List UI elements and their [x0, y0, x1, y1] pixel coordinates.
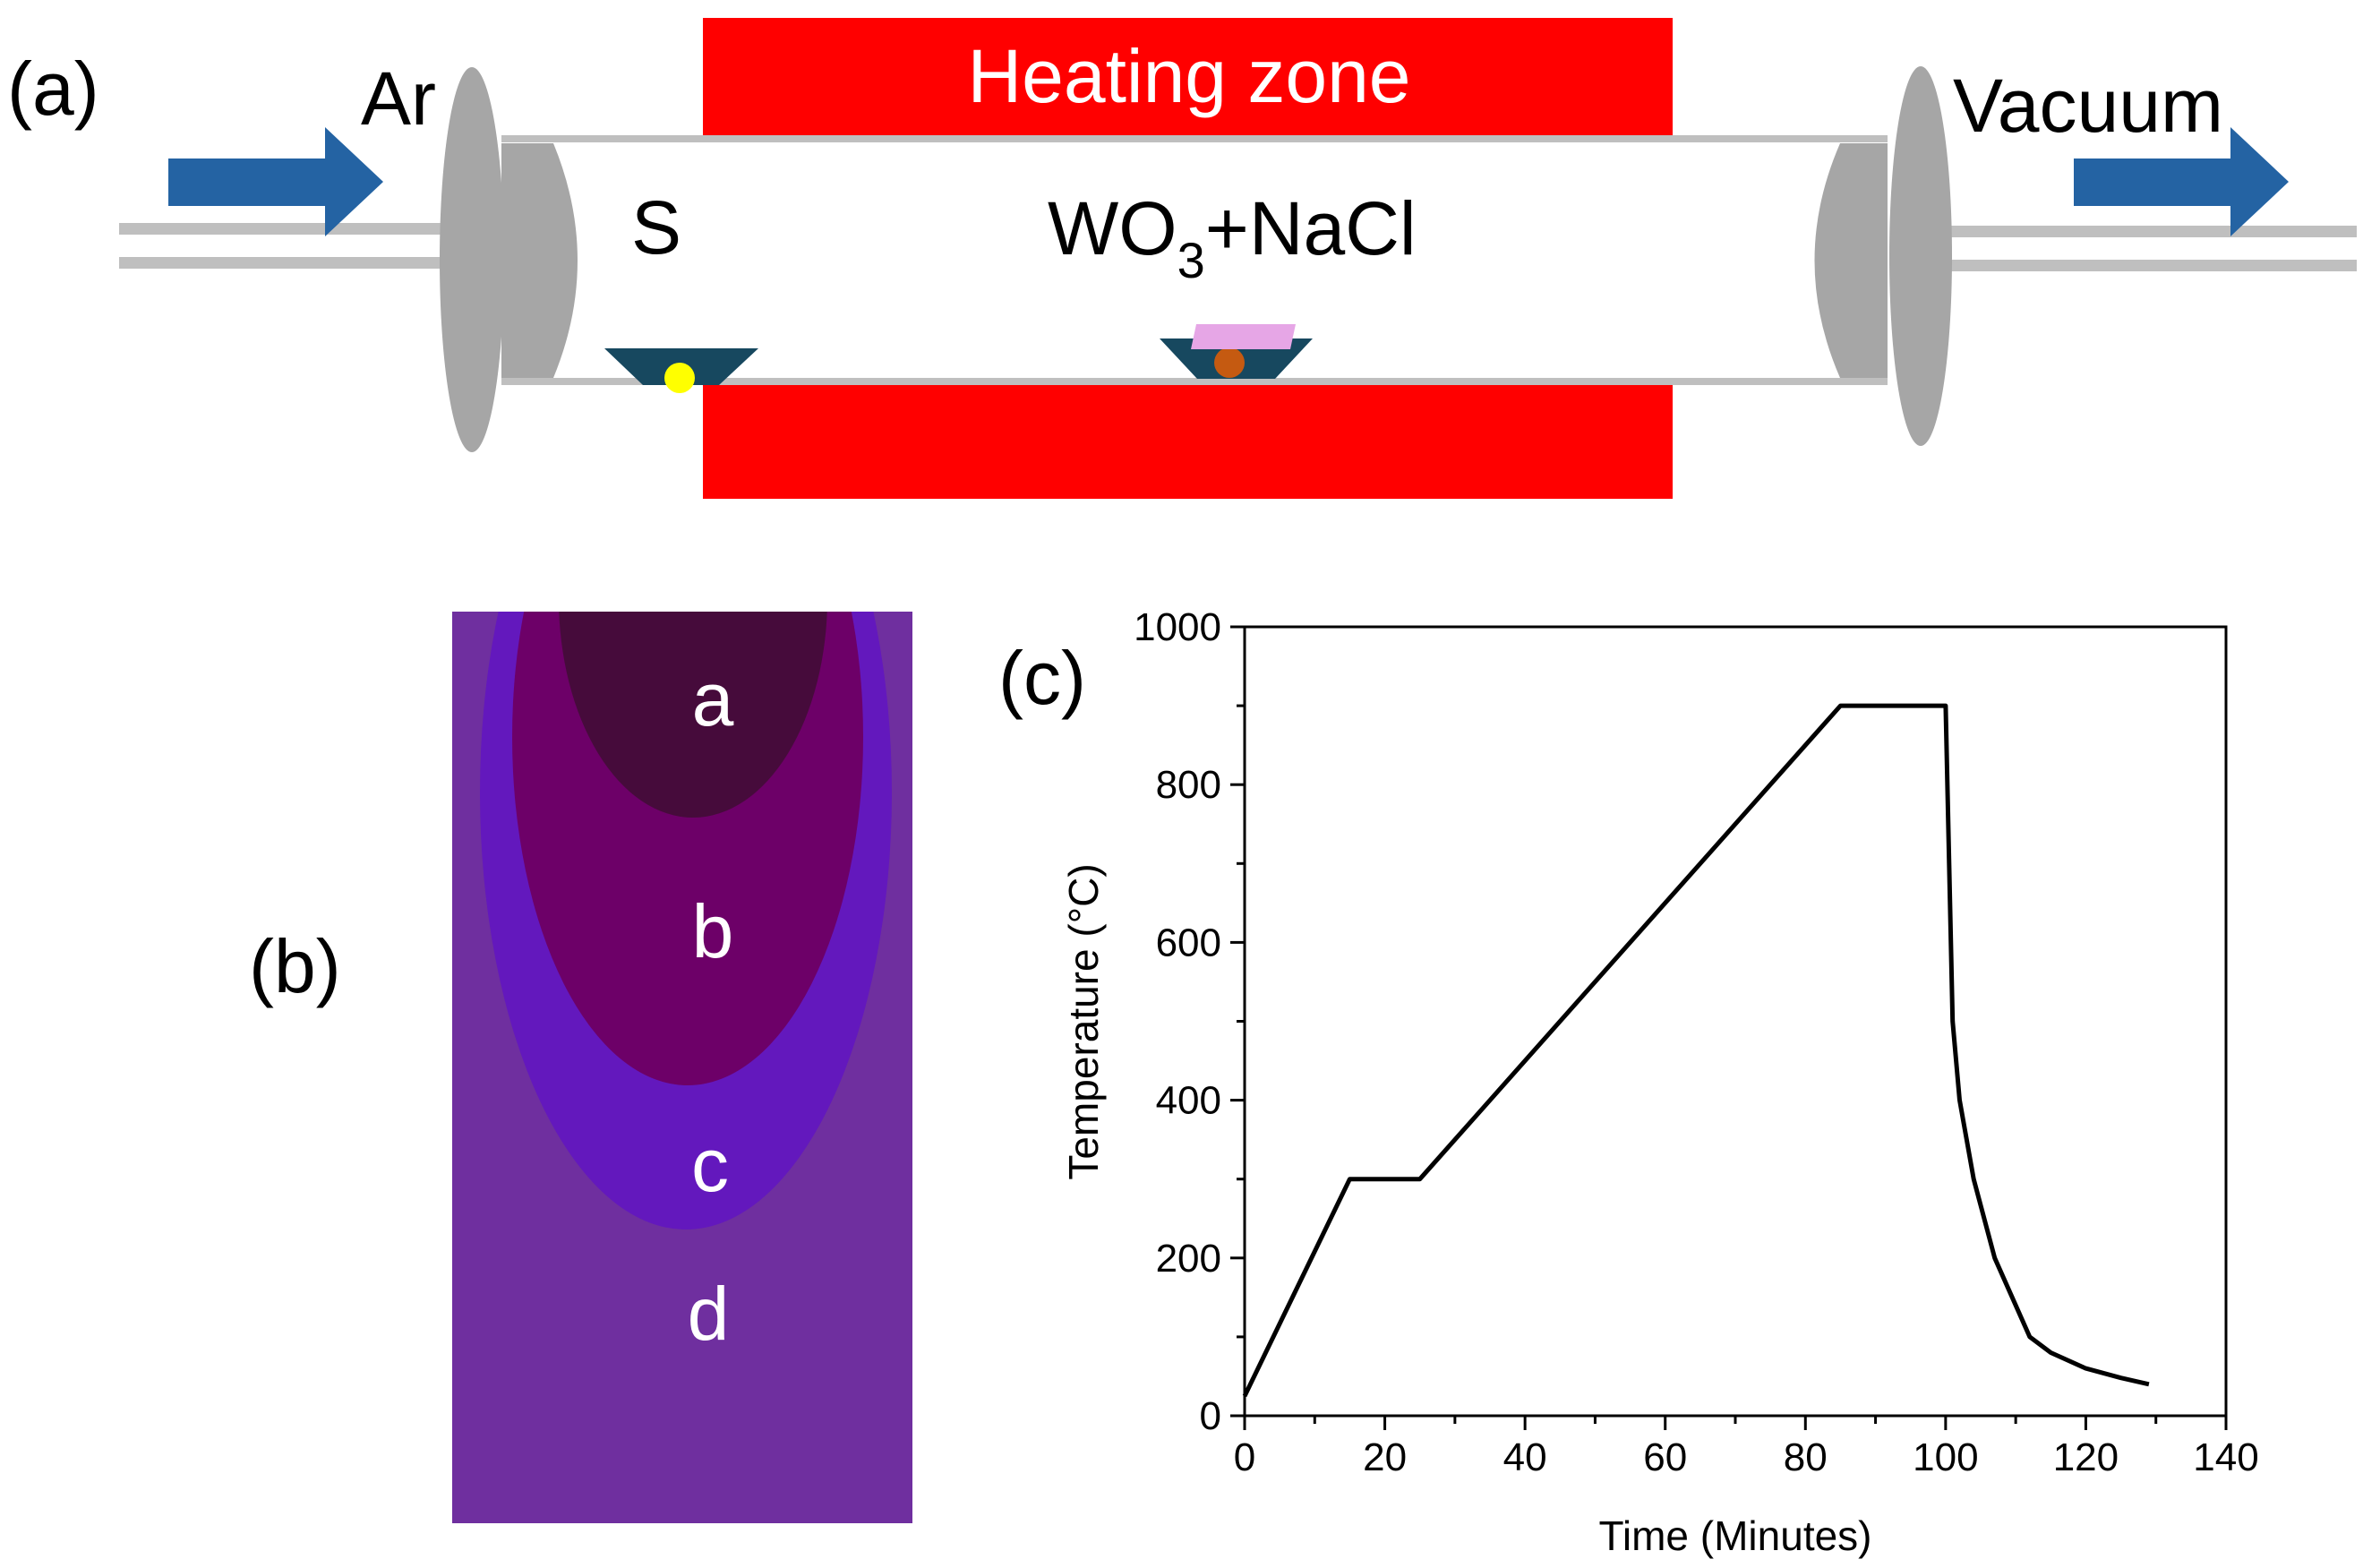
precursor-boat	[1160, 324, 1313, 379]
outlet-arrow-icon	[2074, 127, 2289, 236]
panel-b-label: (b)	[249, 924, 341, 1008]
panel-c-label: (c)	[998, 636, 1086, 720]
heating-zone-top-block	[703, 18, 1673, 135]
outlet-pipe	[1925, 226, 2357, 271]
zone-d-label: d	[688, 1272, 730, 1356]
y-tick-label: 200	[1156, 1237, 1221, 1281]
x-axis-label: Time (Minutes)	[1599, 1512, 1872, 1559]
sulfur-label: S	[631, 185, 681, 270]
x-tick-label: 0	[1234, 1435, 1255, 1479]
y-axis-ticks: 0 200 400 600 800 1000	[1134, 605, 1245, 1438]
inlet-label: Ar	[361, 56, 436, 141]
right-flange	[1814, 66, 1952, 446]
x-tick-label: 120	[2053, 1435, 2119, 1479]
y-tick-label: 800	[1156, 763, 1221, 807]
x-tick-label: 40	[1503, 1435, 1547, 1479]
panel-a-label: (a)	[7, 47, 99, 131]
zone-a-region	[559, 612, 827, 818]
temperature-series-line	[1242, 703, 2150, 1398]
x-axis-ticks: 0 20 40 60 80 100 120 140	[1234, 1416, 2259, 1479]
plot-frame	[1243, 625, 2228, 1418]
panel-b-growth-zones: (b) a b c d	[249, 612, 912, 1523]
y-axis-label: Temperature (°C)	[1060, 863, 1107, 1179]
y-tick-label: 600	[1156, 921, 1221, 964]
precursor-base: WO	[1048, 186, 1177, 270]
x-tick-label: 80	[1784, 1435, 1828, 1479]
precursor-label: WO3+NaCl	[1048, 186, 1417, 288]
y-tick-label: 0	[1200, 1394, 1221, 1438]
zone-a-label: a	[692, 657, 734, 741]
x-tick-label: 140	[2193, 1435, 2258, 1479]
left-flange	[440, 67, 578, 452]
inlet-arrow-icon	[168, 127, 383, 236]
inlet-pipe	[119, 223, 477, 269]
outlet-label: Vacuum	[1953, 64, 2223, 148]
y-tick-label: 1000	[1134, 605, 1221, 649]
sulfur-boat	[604, 348, 758, 393]
heating-zone-label: Heating zone	[967, 34, 1410, 118]
heating-zone-bottom-block	[703, 381, 1673, 499]
zone-b-label: b	[692, 889, 734, 973]
zone-c-label: c	[691, 1123, 729, 1207]
x-tick-label: 100	[1913, 1435, 1978, 1479]
panel-a-furnace-schematic: (a) Heating zone	[7, 18, 2357, 499]
x-tick-label: 60	[1643, 1435, 1687, 1479]
precursor-suffix: +NaCl	[1205, 186, 1417, 270]
precursor-subscript: 3	[1177, 232, 1205, 288]
y-tick-label: 400	[1156, 1079, 1221, 1123]
panel-c-temperature-chart: (c) 0 20 40 60 80 100 120 140 0 200 400 600 800 1000…	[998, 605, 2259, 1559]
x-tick-label: 20	[1363, 1435, 1407, 1479]
